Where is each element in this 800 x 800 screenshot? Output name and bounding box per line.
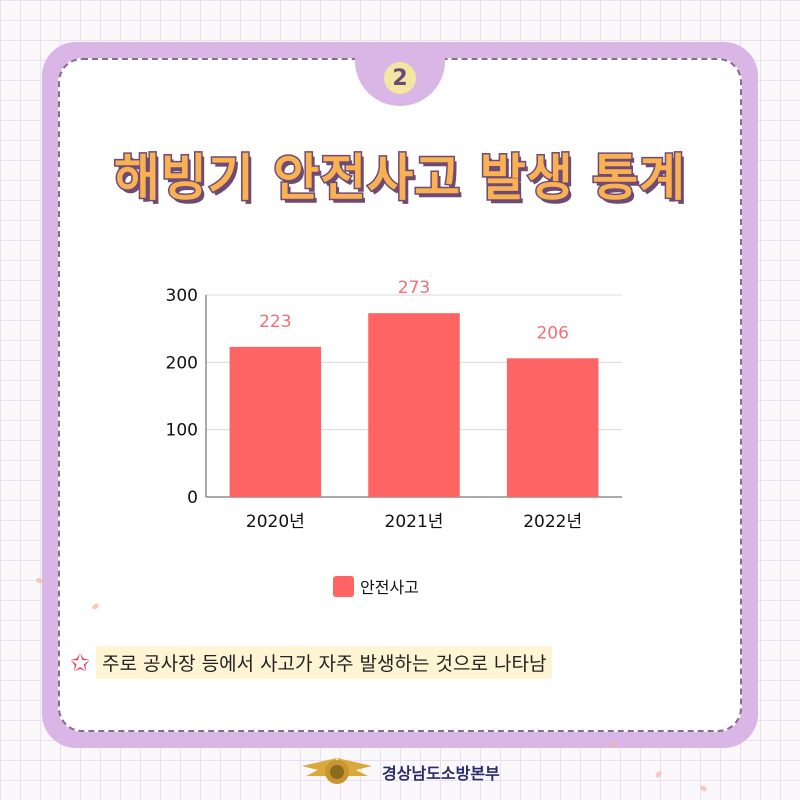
- x-tick-label: 2020년: [246, 512, 305, 532]
- data-label: 223: [259, 312, 291, 332]
- note-text: 주로 공사장 등에서 사고가 자주 발생하는 것으로 나타남: [96, 646, 553, 679]
- star-icon: ✩: [70, 648, 91, 677]
- y-tick-label: 100: [166, 421, 198, 441]
- x-tick-label: 2022년: [523, 512, 582, 532]
- data-label: 273: [398, 278, 430, 298]
- bar: [368, 313, 460, 497]
- y-tick-label: 0: [187, 488, 198, 508]
- y-tick-label: 300: [166, 286, 198, 306]
- fire-department-emblem-icon: [302, 758, 372, 784]
- step-number: 2: [384, 62, 416, 94]
- legend-swatch: [333, 575, 354, 597]
- page-title: 해빙기 안전사고 발생 통계: [112, 148, 687, 209]
- organization-name: 경상남도소방본부: [382, 764, 500, 783]
- bar: [229, 346, 322, 497]
- footer: 경상남도소방본부: [300, 754, 500, 790]
- summary-note: ✩ 주로 공사장 등에서 사고가 자주 발생하는 것으로 나타남: [70, 646, 553, 679]
- y-tick-label: 200: [166, 353, 198, 373]
- x-tick-label: 2021년: [385, 512, 444, 532]
- chart-legend: 안전사고: [333, 574, 419, 598]
- legend-label: 안전사고: [360, 578, 419, 597]
- data-label: 206: [536, 323, 568, 343]
- bar: [506, 358, 599, 497]
